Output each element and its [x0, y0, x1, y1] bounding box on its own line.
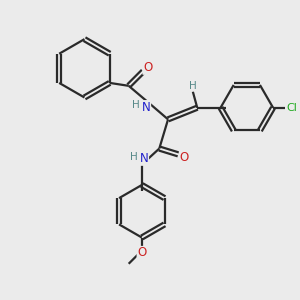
- Text: H: H: [130, 152, 137, 162]
- Text: O: O: [143, 61, 152, 74]
- Text: O: O: [179, 151, 189, 164]
- Text: N: N: [142, 100, 151, 114]
- Text: O: O: [137, 247, 146, 260]
- Text: H: H: [189, 81, 197, 91]
- Text: Cl: Cl: [286, 103, 298, 113]
- Text: H: H: [131, 100, 139, 110]
- Text: N: N: [140, 152, 148, 165]
